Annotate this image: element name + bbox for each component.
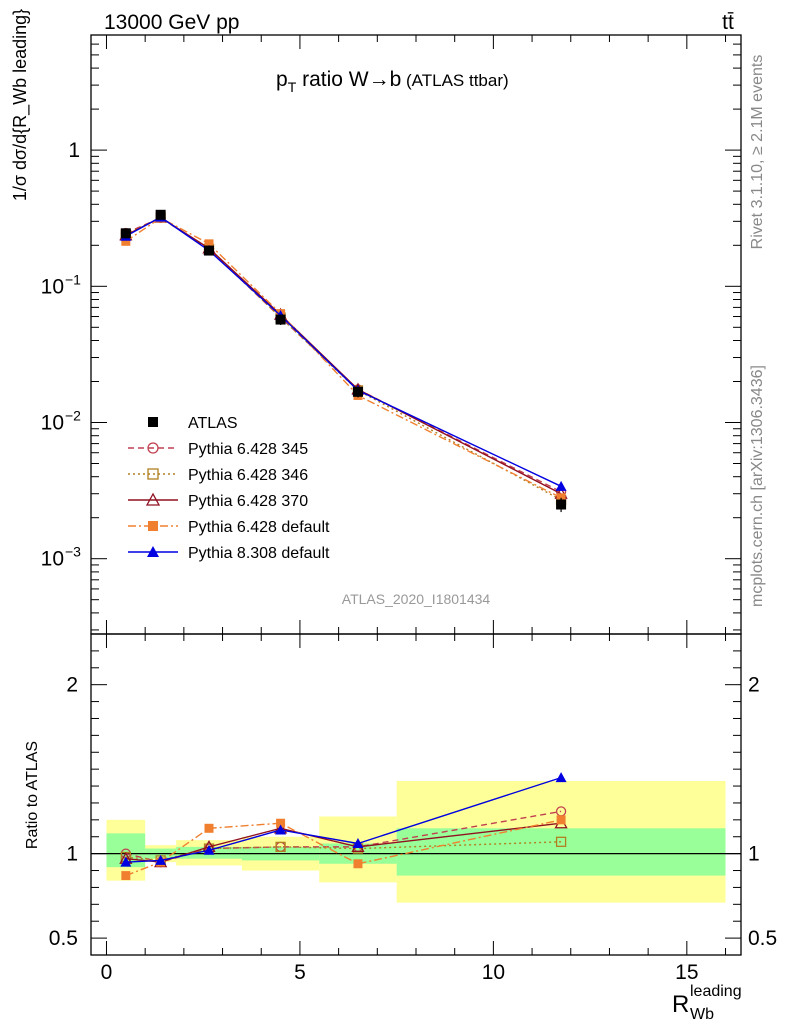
y-tick-label: 10 — [41, 548, 64, 571]
legend: ATLAS Pythia 6.428 345 Pythia 6.428 346 Pyt… — [128, 415, 330, 562]
y-tick-label-right: 2 — [748, 674, 760, 697]
ratio-panel: 0 5 10 15 0.5 0.5 1 1 2 2 — [49, 633, 777, 984]
data-point — [275, 314, 286, 325]
data-point — [147, 468, 159, 480]
data-point — [204, 239, 214, 249]
xlabel: R — [672, 991, 689, 1018]
legend-label: Pythia 6.428 default — [188, 519, 330, 536]
y-tick-label-right: 0.5 — [748, 927, 777, 950]
ylabel-main: 1/σ dσ/d{R_Wb leading} — [10, 9, 31, 201]
y-tick-label: 0.5 — [49, 927, 78, 950]
plot-title-main: p — [276, 68, 288, 91]
series-line — [125, 216, 562, 487]
plot-title-rest: ratio W→b — [296, 68, 401, 91]
legend-label: Pythia 6.428 346 — [188, 467, 308, 484]
y-tick-label: 1 — [68, 139, 80, 162]
header-left: 13000 GeV pp — [104, 11, 239, 34]
series-line — [125, 819, 562, 877]
xlabel-sub: Wb — [690, 1006, 714, 1023]
data-point — [148, 521, 158, 531]
data-point — [145, 492, 161, 506]
data-point — [121, 236, 131, 246]
header-right: tt̄ — [722, 11, 734, 34]
y-tick-exponent: −3 — [65, 544, 81, 560]
plot-title-sub: T — [288, 79, 297, 95]
analysis-id: ATLAS_2020_I1801434 — [342, 591, 491, 607]
data-point — [155, 854, 167, 865]
data-point — [147, 442, 159, 454]
y-tick-label: 10 — [41, 412, 64, 435]
y-tick-label: 2 — [66, 674, 78, 697]
x-tick-label: 10 — [482, 961, 505, 984]
data-point — [204, 245, 215, 256]
data-point — [555, 480, 567, 491]
rivet-label: Rivet 3.1.10, ≥ 2.1M events — [749, 55, 766, 250]
data-point — [352, 837, 364, 848]
plot-title-small: (ATLAS ttbar) — [401, 71, 508, 90]
x-tick-label: 5 — [294, 961, 306, 984]
data-point — [155, 209, 166, 220]
series-line — [125, 776, 562, 863]
y-tick-label-right: 1 — [748, 843, 760, 866]
mcplots-label: mcplots.cern.ch [arXiv:1306.3436] — [749, 365, 766, 607]
y-tick-exponent: −2 — [65, 408, 81, 424]
x-tick-label: 0 — [101, 961, 113, 984]
y-tick-label: 10 — [41, 275, 64, 298]
y-tick-label: 1 — [66, 843, 78, 866]
legend-label: Pythia 6.428 345 — [188, 441, 308, 458]
main-panel: 10 −310 −210 −11 — [41, 34, 742, 635]
ylabel-ratio: Ratio to ATLAS — [24, 741, 41, 849]
data-point — [352, 386, 363, 397]
data-point — [120, 228, 131, 239]
x-tick-label: 15 — [675, 961, 698, 984]
legend-label: ATLAS — [188, 415, 238, 432]
data-point — [275, 824, 287, 835]
data-point — [204, 823, 214, 833]
series-line — [125, 841, 562, 862]
data-point — [555, 772, 567, 783]
y-tick-exponent: −1 — [65, 271, 81, 287]
data-point — [276, 818, 286, 828]
plot-title: pT ratio W→b (ATLAS ttbar) — [276, 68, 509, 95]
series-line — [125, 217, 562, 499]
data-point — [275, 841, 286, 853]
xlabel-main: R — [672, 991, 689, 1018]
data-point — [556, 815, 566, 825]
data-point — [556, 499, 567, 510]
data-point — [555, 836, 567, 847]
legend-label: Pythia 8.308 default — [188, 545, 330, 562]
data-point — [121, 871, 131, 881]
data-point — [353, 859, 363, 869]
data-point — [147, 546, 159, 557]
series-line — [125, 822, 562, 863]
xlabel-sup: leading — [690, 983, 742, 1000]
data-point — [203, 844, 215, 855]
legend-label: Pythia 6.428 370 — [188, 493, 308, 510]
stat-uncertainty-band — [396, 828, 726, 876]
data-point — [120, 856, 132, 867]
data-point — [148, 417, 158, 427]
